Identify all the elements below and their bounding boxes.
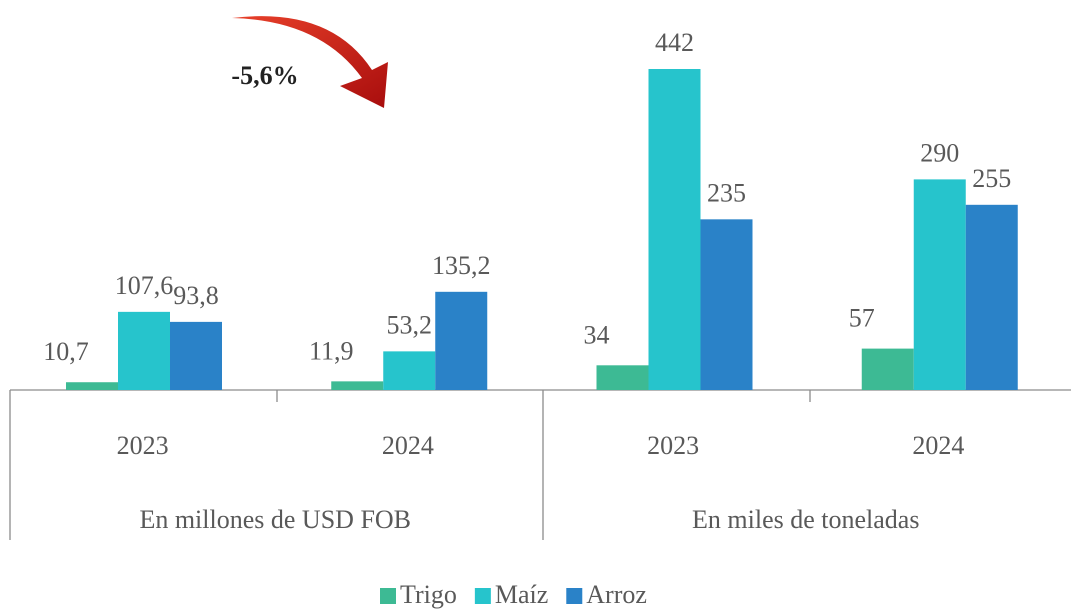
group-label: En millones de USD FOB: [139, 505, 411, 534]
legend-label: Trigo: [400, 580, 457, 609]
bar: [170, 321, 222, 390]
bar: [913, 179, 966, 390]
data-label: 235: [707, 178, 746, 207]
group-label: En miles de toneladas: [692, 505, 919, 534]
data-label: 53,2: [387, 310, 433, 339]
x-tick-label: 2023: [647, 431, 699, 460]
legend-label: Maíz: [495, 580, 548, 609]
annotation: -5,6%: [231, 61, 298, 90]
bar: [861, 348, 914, 390]
data-label: 255: [972, 164, 1011, 193]
bar: [331, 381, 384, 390]
data-label: 107,6: [115, 271, 174, 300]
legend-swatch: [380, 588, 396, 604]
x-tick-label: 2023: [117, 431, 169, 460]
data-label: 135,2: [432, 251, 491, 280]
data-label: 10,7: [43, 337, 89, 366]
bar: [383, 351, 436, 390]
x-tick-label: 2024: [912, 431, 964, 460]
bar: [596, 365, 649, 390]
bar: [700, 219, 753, 390]
data-label: 442: [655, 28, 694, 57]
data-label: 57: [849, 304, 875, 333]
data-label: 290: [920, 138, 959, 167]
bar: [66, 382, 118, 390]
data-label: 93,8: [173, 281, 219, 310]
bar: [118, 311, 170, 390]
trend-arrow: [232, 16, 388, 108]
data-label: 34: [584, 320, 610, 349]
legend-label: Arroz: [586, 580, 647, 609]
x-tick-label: 2024: [382, 431, 434, 460]
data-label: 11,9: [309, 336, 354, 365]
legend-swatch: [566, 588, 583, 604]
bar: [648, 69, 701, 390]
legend-swatch: [474, 588, 491, 604]
bar: [435, 291, 488, 390]
bar: [965, 204, 1018, 390]
